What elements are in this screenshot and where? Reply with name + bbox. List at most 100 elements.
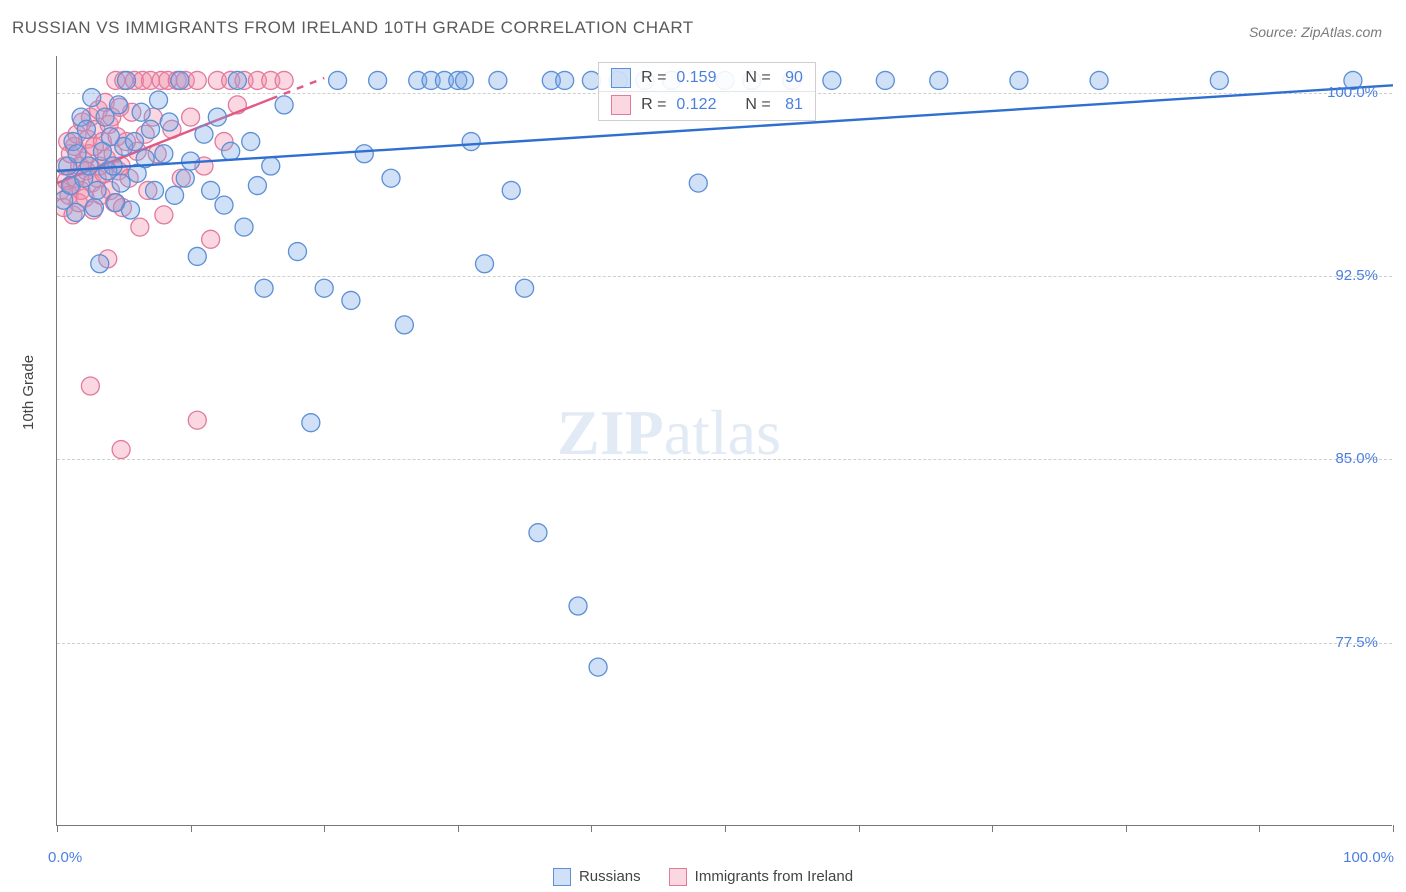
x-axis-min-label: 0.0% — [48, 849, 82, 866]
data-point-b — [188, 411, 206, 429]
data-point-a — [83, 89, 101, 107]
data-point-a — [395, 316, 413, 334]
data-point-a — [476, 255, 494, 273]
data-point-a — [171, 71, 189, 89]
data-point-a — [150, 91, 168, 109]
x-tick-mark — [992, 825, 993, 832]
data-point-a — [369, 71, 387, 89]
russians-swatch-icon — [611, 68, 631, 88]
data-point-a — [589, 658, 607, 676]
y-tick-label: 77.5% — [1335, 634, 1378, 651]
source-label: Source: ZipAtlas.com — [1249, 24, 1382, 40]
data-point-a — [342, 291, 360, 309]
data-point-a — [569, 597, 587, 615]
data-point-a — [489, 71, 507, 89]
data-point-a — [121, 201, 139, 219]
russians-swatch-icon — [553, 868, 571, 886]
y-tick-label: 92.5% — [1335, 267, 1378, 284]
data-point-b — [81, 377, 99, 395]
data-point-a — [262, 157, 280, 175]
data-point-a — [117, 71, 135, 89]
x-tick-mark — [725, 825, 726, 832]
x-tick-mark — [1393, 825, 1394, 832]
data-point-a — [88, 181, 106, 199]
legend-item: Russians — [553, 868, 641, 886]
x-tick-mark — [324, 825, 325, 832]
data-point-a — [823, 71, 841, 89]
x-tick-mark — [191, 825, 192, 832]
data-point-a — [288, 243, 306, 261]
data-point-a — [516, 279, 534, 297]
data-point-a — [112, 174, 130, 192]
data-point-a — [315, 279, 333, 297]
data-point-a — [202, 181, 220, 199]
data-point-a — [77, 120, 95, 138]
data-point-a — [215, 196, 233, 214]
series-legend: Russians Immigrants from Ireland — [0, 868, 1406, 886]
ireland-swatch-icon — [669, 868, 687, 886]
data-point-a — [255, 279, 273, 297]
data-point-a — [176, 169, 194, 187]
data-point-a — [275, 96, 293, 114]
data-point-a — [195, 125, 213, 143]
correlation-legend: R =0.159 N = 90R =0.122 N = 81 — [598, 62, 816, 121]
y-tick-label: 85.0% — [1335, 450, 1378, 467]
data-point-b — [182, 108, 200, 126]
data-point-a — [222, 142, 240, 160]
data-point-a — [689, 174, 707, 192]
data-point-b — [202, 230, 220, 248]
data-point-a — [248, 177, 266, 195]
data-point-a — [556, 71, 574, 89]
r-value: 0.122 — [676, 96, 716, 114]
data-point-a — [125, 133, 143, 151]
n-value: 81 — [781, 96, 803, 114]
y-tick-label: 100.0% — [1327, 84, 1378, 101]
data-point-a — [166, 186, 184, 204]
y-axis-label: 10th Grade — [20, 355, 37, 430]
data-point-a — [329, 71, 347, 89]
data-point-a — [208, 108, 226, 126]
x-tick-mark — [591, 825, 592, 832]
n-value: 90 — [781, 69, 803, 87]
data-point-a — [228, 71, 246, 89]
legend-item: Immigrants from Ireland — [669, 868, 853, 886]
data-point-b — [188, 71, 206, 89]
data-point-a — [1210, 71, 1228, 89]
r-value: 0.159 — [676, 69, 716, 87]
data-point-a — [142, 120, 160, 138]
data-point-a — [502, 181, 520, 199]
data-point-b — [112, 441, 130, 459]
data-point-a — [455, 71, 473, 89]
data-point-a — [109, 96, 127, 114]
plot-area: ZIPatlas R =0.159 N = 90R =0.122 N = 81 — [56, 56, 1392, 826]
data-point-a — [876, 71, 894, 89]
data-point-a — [67, 203, 85, 221]
data-point-a — [1010, 71, 1028, 89]
x-tick-mark — [1126, 825, 1127, 832]
legend-row: R =0.159 N = 90 — [599, 65, 815, 91]
data-point-a — [155, 145, 173, 163]
data-point-a — [146, 181, 164, 199]
legend-label: Russians — [579, 868, 641, 885]
data-point-a — [462, 133, 480, 151]
data-point-a — [1090, 71, 1108, 89]
data-point-a — [382, 169, 400, 187]
data-point-a — [529, 524, 547, 542]
data-point-a — [242, 133, 260, 151]
data-point-b — [275, 71, 293, 89]
legend-row: R =0.122 N = 81 — [599, 91, 815, 118]
data-point-b — [155, 206, 173, 224]
ireland-swatch-icon — [611, 95, 631, 115]
data-point-a — [302, 414, 320, 432]
chart-container: RUSSIAN VS IMMIGRANTS FROM IRELAND 10TH … — [0, 0, 1406, 892]
data-point-a — [235, 218, 253, 236]
x-tick-mark — [859, 825, 860, 832]
scatter-plot-svg — [57, 56, 1393, 826]
data-point-a — [930, 71, 948, 89]
data-point-a — [85, 199, 103, 217]
data-point-b — [131, 218, 149, 236]
x-tick-mark — [57, 825, 58, 832]
data-point-a — [80, 157, 98, 175]
x-axis-max-label: 100.0% — [1343, 849, 1394, 866]
chart-title: RUSSIAN VS IMMIGRANTS FROM IRELAND 10TH … — [12, 18, 694, 38]
